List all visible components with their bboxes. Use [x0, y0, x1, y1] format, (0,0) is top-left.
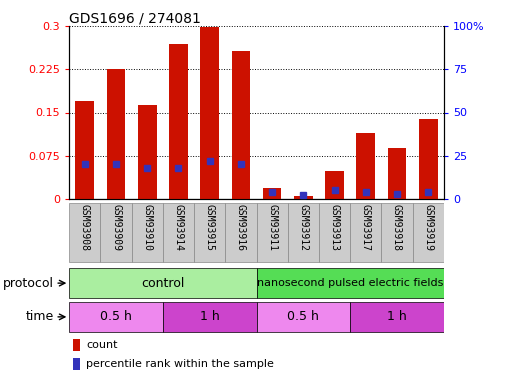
- Text: GSM93915: GSM93915: [205, 204, 214, 251]
- Bar: [256, 268, 444, 298]
- Text: protocol: protocol: [3, 277, 54, 290]
- Text: GSM93911: GSM93911: [267, 204, 277, 251]
- Text: GSM93917: GSM93917: [361, 204, 371, 251]
- Bar: [412, 203, 444, 262]
- Text: GSM93916: GSM93916: [236, 204, 246, 251]
- Text: GSM93919: GSM93919: [423, 204, 433, 251]
- Bar: [319, 203, 350, 262]
- Bar: [107, 69, 125, 199]
- Text: nanosecond pulsed electric fields: nanosecond pulsed electric fields: [257, 278, 443, 288]
- Bar: [288, 203, 319, 262]
- Bar: [325, 171, 344, 199]
- Text: GSM93909: GSM93909: [111, 204, 121, 251]
- Bar: [381, 203, 412, 262]
- Text: time: time: [26, 310, 54, 323]
- Bar: [101, 203, 132, 262]
- Bar: [169, 44, 188, 199]
- Bar: [419, 119, 438, 199]
- Bar: [138, 105, 156, 199]
- Bar: [256, 302, 350, 332]
- Bar: [225, 203, 256, 262]
- Text: control: control: [141, 277, 185, 290]
- Bar: [73, 339, 80, 351]
- Text: count: count: [86, 340, 117, 350]
- Bar: [388, 148, 406, 199]
- Bar: [163, 302, 256, 332]
- Text: 1 h: 1 h: [387, 310, 407, 323]
- Bar: [294, 196, 312, 199]
- Bar: [69, 203, 101, 262]
- Bar: [350, 302, 444, 332]
- Text: GSM93912: GSM93912: [299, 204, 308, 251]
- Text: GDS1696 / 274081: GDS1696 / 274081: [69, 11, 201, 25]
- Bar: [256, 203, 288, 262]
- Bar: [69, 302, 163, 332]
- Bar: [350, 203, 381, 262]
- Bar: [231, 51, 250, 199]
- Text: 1 h: 1 h: [200, 310, 220, 323]
- Bar: [73, 358, 80, 370]
- Text: 0.5 h: 0.5 h: [287, 310, 319, 323]
- Text: GSM93910: GSM93910: [142, 204, 152, 251]
- Text: percentile rank within the sample: percentile rank within the sample: [86, 359, 274, 369]
- Text: GSM93913: GSM93913: [329, 204, 340, 251]
- Bar: [194, 203, 225, 262]
- Bar: [263, 188, 282, 199]
- Text: GSM93908: GSM93908: [80, 204, 90, 251]
- Text: GSM93918: GSM93918: [392, 204, 402, 251]
- Bar: [132, 203, 163, 262]
- Text: GSM93914: GSM93914: [173, 204, 184, 251]
- Bar: [200, 27, 219, 199]
- Bar: [357, 133, 375, 199]
- Bar: [75, 101, 94, 199]
- Text: 0.5 h: 0.5 h: [100, 310, 132, 323]
- Bar: [163, 203, 194, 262]
- Bar: [69, 268, 256, 298]
